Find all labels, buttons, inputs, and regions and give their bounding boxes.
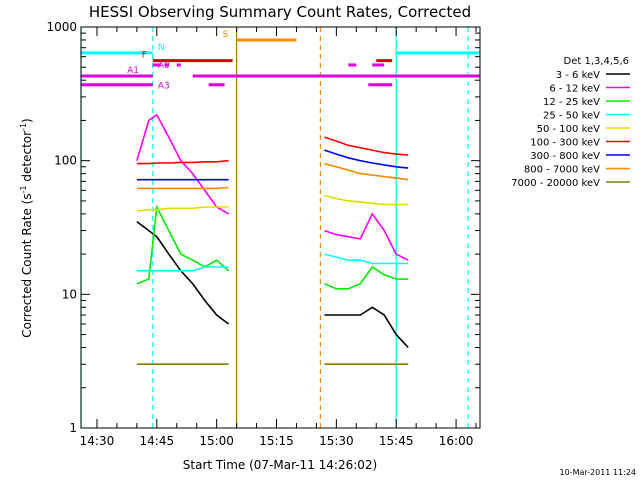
flag-label: A0 — [158, 61, 170, 71]
series-line — [324, 162, 409, 181]
series-line — [324, 212, 409, 261]
x-tick-label: 15:30 — [319, 434, 354, 448]
legend-label: 6 - 12 keV — [549, 84, 600, 95]
y-tick-label: 10 — [62, 287, 77, 301]
series-line — [136, 206, 229, 212]
y-tick-label: 100 — [54, 154, 77, 168]
series-line — [136, 113, 230, 215]
series-line — [324, 265, 409, 290]
legend: Det 1,3,4,5,6 3 - 6 keV 6 - 12 keV 12 - 25… — [511, 56, 630, 189]
x-tick-label: 15:15 — [259, 434, 294, 448]
legend-label: 7000 - 20000 keV — [511, 178, 600, 189]
legend-title: Det 1,3,4,5,6 — [564, 56, 629, 67]
flag-label: A1 — [127, 66, 139, 76]
legend-label: 100 - 300 keV — [530, 138, 600, 149]
series-line — [324, 194, 409, 206]
y-axis-label: Corrected Count Rate (s-1 detector-1) — [19, 118, 34, 337]
legend-label: 50 - 100 keV — [537, 124, 601, 135]
date-stamp: 10-Mar-2011 11:24 — [560, 468, 637, 477]
series-line — [324, 253, 409, 265]
legend-label: 25 - 50 keV — [543, 111, 600, 122]
series-line — [324, 136, 409, 156]
series-line — [136, 186, 229, 190]
series-line — [324, 149, 409, 169]
series-line — [324, 306, 409, 349]
series-line — [136, 159, 229, 165]
y-tick-label: 1000 — [46, 20, 77, 34]
x-tick-label: 16:00 — [439, 434, 474, 448]
flag-label: N — [158, 43, 165, 53]
plot-frame — [80, 26, 481, 429]
flag-label: S — [223, 30, 229, 40]
series-line — [136, 266, 229, 272]
legend-label: 800 - 7000 keV — [524, 165, 600, 176]
x-tick-label: 15:00 — [199, 434, 234, 448]
flag-label: A3 — [158, 82, 170, 92]
x-axis-label: Start Time (07-Mar-11 14:26:02) — [183, 458, 377, 472]
axes: 1 10 100 1000 14:30 14:45 15:00 15:15 15:30 15:45… — [46, 20, 480, 448]
flag-label: F — [142, 51, 147, 61]
plot-area: N S F A0 A1 A3 — [80, 27, 480, 428]
x-tick-label: 14:45 — [140, 434, 175, 448]
x-tick-label: 15:45 — [379, 434, 414, 448]
legend-label: 12 - 25 keV — [543, 97, 600, 108]
legend-label: 3 - 6 keV — [556, 70, 600, 81]
legend-label: 300 - 800 keV — [530, 151, 600, 162]
y-tick-label: 1 — [69, 421, 77, 435]
series-line — [136, 204, 230, 285]
chart-title: HESSI Observing Summary Count Rates, Cor… — [89, 3, 471, 21]
x-tick-label: 14:30 — [80, 434, 115, 448]
series-line — [136, 220, 230, 325]
